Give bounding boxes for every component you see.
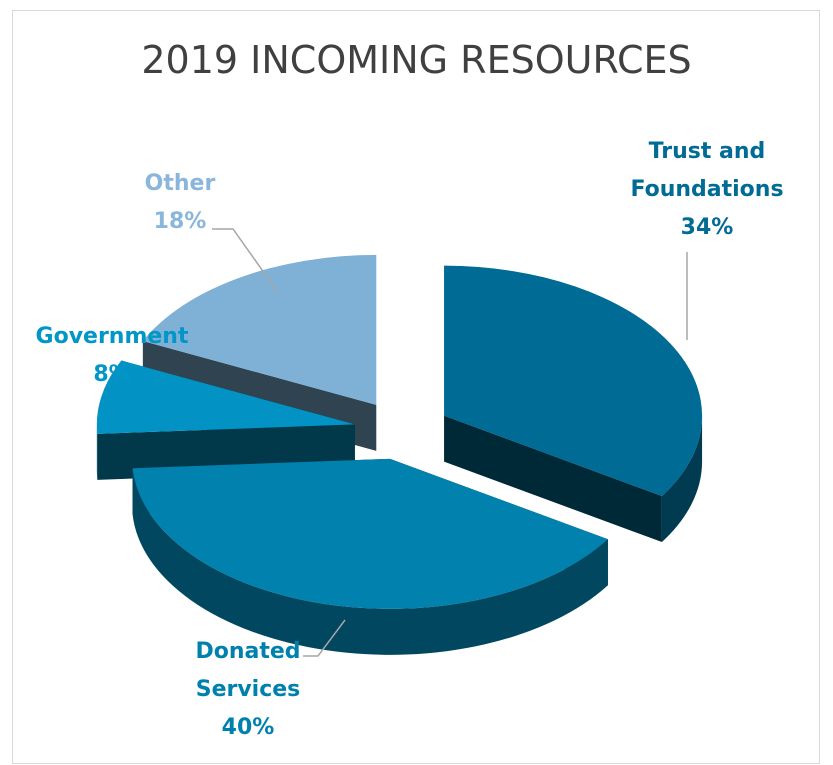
slice-percent-label: 8% xyxy=(93,362,130,387)
slice-name-label: Donated xyxy=(195,639,300,664)
chart-title: 2019 INCOMING RESOURCES xyxy=(141,38,692,82)
pie-slice-trust-and-foundations xyxy=(444,265,703,543)
slices-layer xyxy=(96,254,703,655)
leader-lines-layer xyxy=(212,228,688,657)
slice-percent-label: 18% xyxy=(154,209,207,234)
labels-layer: Trust and Foundations 34% Donated Services 40… xyxy=(36,139,784,740)
slice-name-label: Other xyxy=(145,171,216,196)
slice-name-label: Government xyxy=(36,324,189,349)
slice-name-label: Trust and xyxy=(649,139,766,164)
slice-name-label: Services xyxy=(196,677,301,702)
leader-line xyxy=(303,619,346,657)
pie-slice-donated-services xyxy=(132,458,608,655)
slice-percent-label: 34% xyxy=(681,215,734,240)
pie-slice-government xyxy=(96,360,355,480)
slice-name-label: Foundations xyxy=(630,177,783,202)
slice-percent-label: 40% xyxy=(222,715,275,740)
leader-line xyxy=(212,228,278,292)
